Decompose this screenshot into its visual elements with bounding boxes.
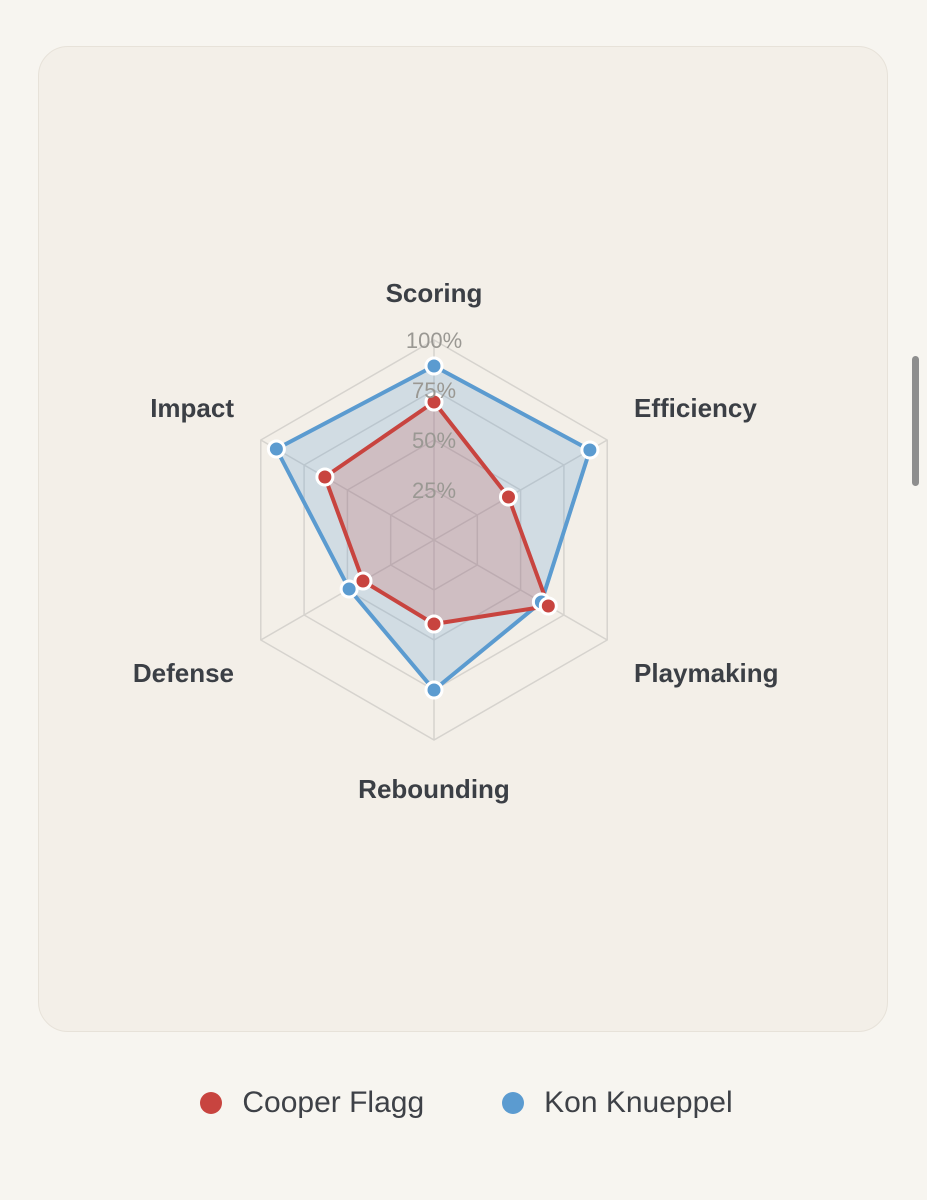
point-kon-knueppel-scoring[interactable]	[424, 356, 444, 376]
axis-label-playmaking: Playmaking	[634, 658, 779, 688]
point-kon-knueppel-rebounding[interactable]	[424, 680, 444, 700]
grid-spoke-playmaking	[433, 539, 608, 641]
tick-label-50: 50%	[412, 428, 456, 453]
legend-item-kon-knueppel[interactable]: Kon Knueppel	[502, 1086, 733, 1120]
point-cooper-flagg-impact[interactable]	[315, 467, 335, 487]
radar-series	[266, 356, 600, 700]
tick-label-25: 25%	[412, 478, 456, 503]
legend-label-cooper-flagg: Cooper Flagg	[242, 1086, 425, 1119]
scrollbar-thumb[interactable]	[912, 356, 919, 486]
axis-label-defense: Defense	[133, 658, 234, 688]
axis-label-rebounding: Rebounding	[358, 774, 510, 804]
legend-swatch-kon-knueppel	[502, 1092, 525, 1114]
radar-tick-labels: 25% 50% 75% 100%	[406, 328, 462, 503]
point-cooper-flagg-rebounding[interactable]	[424, 614, 444, 634]
point-kon-knueppel-impact[interactable]	[266, 439, 286, 459]
point-kon-knueppel-efficiency[interactable]	[580, 440, 600, 460]
chart-legend: Cooper Flagg Kon Knueppel	[0, 1078, 927, 1128]
grid-spoke-impact	[260, 439, 435, 541]
chart-card	[38, 46, 888, 1032]
axis-label-scoring: Scoring	[386, 278, 483, 308]
legend-swatch-cooper-flagg	[200, 1092, 223, 1114]
point-cooper-flagg-efficiency[interactable]	[498, 487, 518, 507]
legend-label-kon-knueppel: Kon Knueppel	[544, 1086, 733, 1119]
axis-label-efficiency: Efficiency	[634, 393, 757, 423]
point-kon-knueppel-defense[interactable]	[339, 579, 359, 599]
tick-label-100: 100%	[406, 328, 462, 353]
radar-axis-labels: Scoring Efficiency Playmaking Rebounding Def…	[133, 278, 779, 804]
point-cooper-flagg-defense[interactable]	[353, 571, 373, 591]
point-cooper-flagg-playmaking[interactable]	[538, 596, 558, 616]
axis-label-impact: Impact	[150, 393, 234, 423]
point-cooper-flagg-scoring[interactable]	[424, 392, 444, 412]
grid-spoke-efficiency	[433, 439, 608, 541]
legend-item-cooper-flagg[interactable]: Cooper Flagg	[200, 1086, 424, 1120]
tick-label-75: 75%	[412, 378, 456, 403]
